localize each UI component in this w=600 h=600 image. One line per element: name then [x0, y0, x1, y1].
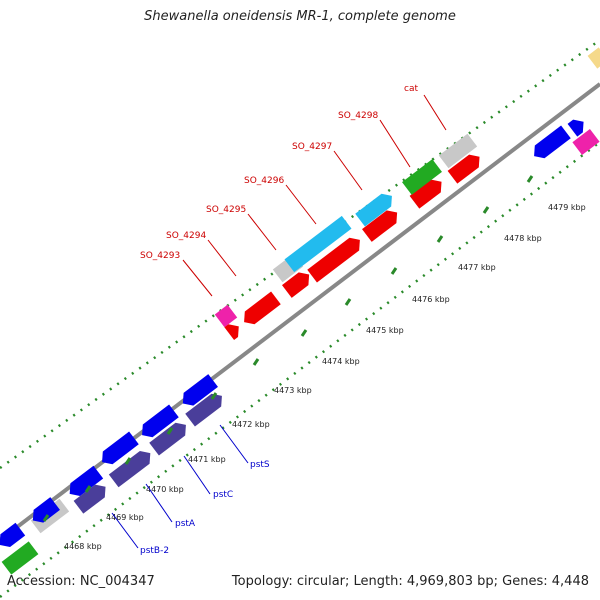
- dotted-ring-inner: [0, 141, 600, 598]
- map-title: Shewanella oneidensis MR-1, complete gen…: [144, 9, 456, 24]
- scale-tick: [482, 206, 490, 214]
- gene-label[interactable]: pstB-2: [140, 546, 169, 556]
- gene-label-leader: [247, 213, 277, 251]
- scale-tick: [390, 267, 398, 275]
- gene-block[interactable]: [28, 497, 60, 527]
- gene-label-leader: [285, 184, 317, 225]
- gene-block[interactable]: [284, 215, 352, 273]
- gene-label-leader: [182, 259, 213, 297]
- gene-block[interactable]: [409, 175, 447, 209]
- gene-block[interactable]: [529, 125, 571, 163]
- gene-label[interactable]: SO_4296: [244, 176, 284, 186]
- scale-tick: [166, 427, 174, 435]
- gene-label[interactable]: SO_4297: [292, 142, 332, 152]
- scale-tick: [42, 514, 50, 522]
- gene-block[interactable]: [108, 447, 155, 488]
- gene-block[interactable]: [239, 291, 281, 329]
- kbp-label: 4471 kbp: [188, 455, 226, 464]
- gene-block[interactable]: [402, 159, 442, 195]
- accession-text: Accession: NC_004347: [7, 574, 155, 589]
- gene-label-leader: [111, 512, 139, 549]
- scale-tick: [84, 485, 92, 493]
- gene-block[interactable]: [149, 419, 191, 456]
- gene-block[interactable]: [0, 522, 26, 551]
- kbp-label: 4472 kbp: [232, 420, 270, 429]
- kbp-label: 4476 kbp: [412, 295, 450, 304]
- scale-tick: [124, 457, 132, 465]
- kbp-label: 4473 kbp: [274, 386, 312, 395]
- gene-block[interactable]: [178, 374, 218, 410]
- gene-label-leader: [219, 424, 249, 464]
- kbp-label: 4479 kbp: [548, 203, 586, 212]
- gene-label-leader: [207, 239, 237, 277]
- scale-tick: [526, 175, 534, 183]
- gene-block[interactable]: [185, 390, 227, 427]
- gene-block[interactable]: [214, 304, 238, 328]
- kbp-label: 4478 kbp: [504, 234, 542, 243]
- gene-block[interactable]: [1, 541, 39, 575]
- gene-block[interactable]: [97, 431, 139, 469]
- gene-label-leader: [145, 483, 173, 523]
- gene-block[interactable]: [224, 320, 243, 340]
- gene-label[interactable]: pstA: [175, 519, 196, 529]
- gene-block[interactable]: [438, 133, 478, 169]
- gene-block[interactable]: [355, 190, 397, 227]
- scale-tick: [344, 298, 352, 306]
- gene-label[interactable]: SO_4298: [338, 111, 378, 121]
- genome-backbone: [0, 82, 600, 542]
- gene-label[interactable]: SO_4293: [140, 251, 180, 261]
- gene-block[interactable]: [567, 115, 589, 137]
- kbp-label: 4469 kbp: [106, 513, 144, 522]
- gene-block[interactable]: [73, 480, 111, 514]
- gene-block[interactable]: [282, 268, 314, 298]
- gene-block[interactable]: [447, 150, 485, 184]
- kbp-label: 4477 kbp: [458, 263, 496, 272]
- gene-block[interactable]: [572, 128, 600, 156]
- gene-label[interactable]: SO_4294: [166, 231, 206, 241]
- gene-block[interactable]: [362, 206, 402, 242]
- gene-label-leader: [379, 119, 411, 168]
- kbp-label: 4475 kbp: [366, 326, 404, 335]
- gene-label[interactable]: SO_4295: [206, 205, 246, 215]
- scale-tick: [252, 358, 260, 366]
- gene-label[interactable]: cat: [404, 84, 418, 94]
- gene-block[interactable]: [65, 465, 104, 501]
- gene-label-leader: [183, 455, 211, 495]
- gene-label-leader: [333, 150, 363, 191]
- kbp-label: 4468 kbp: [64, 542, 102, 551]
- gene-label-leader: [423, 94, 447, 131]
- gene-label[interactable]: pstS: [250, 460, 270, 470]
- summary-text: Topology: circular; Length: 4,969,803 bp…: [231, 574, 589, 589]
- gene-block[interactable]: [307, 233, 364, 283]
- gene-block[interactable]: [137, 404, 179, 442]
- gene-block[interactable]: [587, 47, 600, 69]
- scale-tick: [300, 329, 308, 337]
- kbp-label: 4474 kbp: [322, 357, 360, 366]
- scale-tick: [436, 235, 444, 243]
- inner-dot-ring: [0, 141, 600, 598]
- gene-label[interactable]: pstC: [213, 490, 233, 500]
- scale-tick: [210, 392, 218, 400]
- kbp-label: 4470 kbp: [146, 485, 184, 494]
